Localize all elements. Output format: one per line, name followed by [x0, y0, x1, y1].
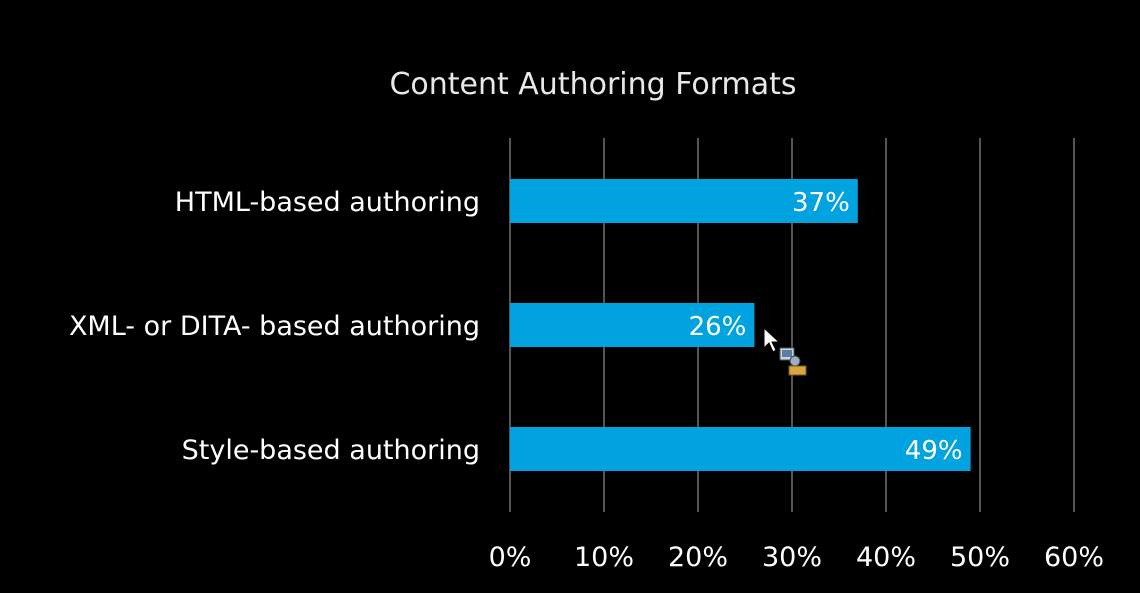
x-tick-label: 20%	[668, 542, 728, 573]
x-tick-label: 60%	[1044, 542, 1104, 573]
category-labels: HTML-based authoring XML- or DITA- based …	[69, 187, 480, 466]
bars: 37% 26% 49%	[510, 179, 971, 471]
bar	[510, 179, 858, 223]
x-tick-label: 50%	[950, 542, 1010, 573]
data-label: 26%	[689, 312, 747, 342]
data-label: 37%	[792, 188, 850, 218]
category-label: XML- or DITA- based authoring	[69, 311, 480, 342]
x-tick-label: 10%	[574, 542, 634, 573]
x-tick-label: 30%	[762, 542, 822, 573]
bar	[510, 303, 755, 347]
x-tick-label: 40%	[856, 542, 916, 573]
x-axis-ticks: 0% 10% 20% 30% 40% 50% 60%	[489, 542, 1104, 573]
chart-title: Content Authoring Formats	[389, 67, 796, 102]
busy-arrow-cursor-icon	[763, 326, 807, 376]
bar	[510, 427, 971, 471]
x-tick-label: 0%	[489, 542, 532, 573]
category-label: HTML-based authoring	[175, 187, 480, 218]
category-label: Style-based authoring	[182, 435, 480, 466]
data-label: 49%	[905, 436, 963, 466]
